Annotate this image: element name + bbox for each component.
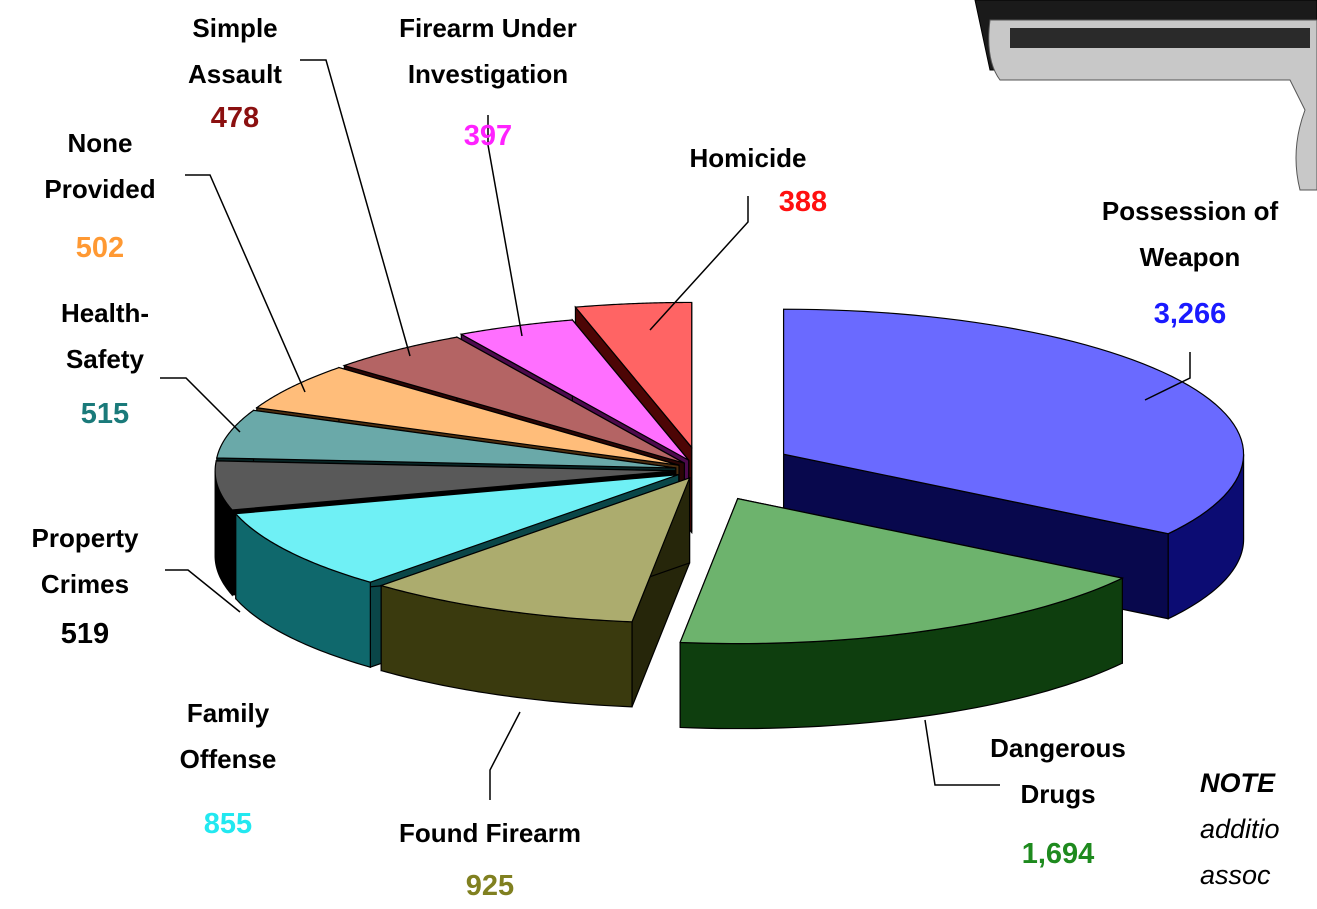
value-label: 478 bbox=[211, 102, 259, 135]
slice-label: Simple Assault bbox=[160, 5, 310, 97]
pie bbox=[215, 302, 1243, 728]
value-label: 519 bbox=[61, 618, 109, 651]
leader-line bbox=[160, 378, 240, 432]
slice-label: Possession of Weapon bbox=[1055, 188, 1317, 280]
slice-label: None Provided bbox=[25, 120, 175, 212]
note-title: NOTE bbox=[1200, 768, 1275, 798]
value-label: 502 bbox=[76, 232, 124, 265]
slice-label: Family Offense bbox=[148, 690, 308, 782]
slice-label: Firearm Under Investigation bbox=[358, 5, 618, 97]
note-line: assoc bbox=[1200, 852, 1280, 898]
slice-label: Property Crimes bbox=[5, 515, 165, 607]
value-label: 925 bbox=[466, 870, 514, 903]
gun-illustration bbox=[975, 0, 1317, 190]
value-label: 855 bbox=[204, 808, 252, 841]
leader-line bbox=[185, 175, 305, 392]
slice-label: Health-Safety bbox=[40, 290, 170, 382]
note-line: additio bbox=[1200, 806, 1280, 852]
value-label: 3,266 bbox=[1154, 298, 1227, 331]
value-label: 1,694 bbox=[1022, 838, 1095, 871]
leader-line bbox=[300, 60, 410, 356]
slice-label: Found Firearm bbox=[360, 810, 620, 856]
slice-label: Dangerous Drugs bbox=[973, 725, 1143, 817]
value-label: 397 bbox=[464, 120, 512, 153]
slice-label: Homicide bbox=[658, 135, 838, 181]
page: {"chart_data": {"type": "pie3d", "catego… bbox=[0, 0, 1317, 909]
value-label: 515 bbox=[81, 398, 129, 431]
leader-line bbox=[490, 712, 520, 800]
note: NOTE additio assoc bbox=[1200, 760, 1280, 898]
value-label: 388 bbox=[779, 186, 827, 219]
